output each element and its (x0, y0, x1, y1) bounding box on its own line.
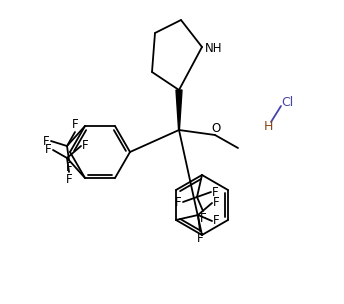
Text: F: F (213, 215, 220, 227)
Text: H: H (263, 119, 273, 133)
Text: F: F (43, 134, 50, 147)
Text: F: F (66, 173, 72, 186)
Text: NH: NH (205, 42, 223, 54)
Text: Cl: Cl (281, 96, 293, 109)
Text: F: F (45, 143, 52, 157)
Text: F: F (82, 140, 89, 153)
Polygon shape (176, 90, 182, 130)
Text: F: F (212, 185, 219, 199)
Text: F: F (72, 118, 78, 131)
Text: F: F (197, 232, 203, 245)
Text: F: F (66, 161, 72, 174)
Text: F: F (175, 195, 182, 209)
Text: O: O (211, 123, 221, 136)
Text: F: F (213, 196, 220, 209)
Text: F: F (200, 212, 206, 225)
